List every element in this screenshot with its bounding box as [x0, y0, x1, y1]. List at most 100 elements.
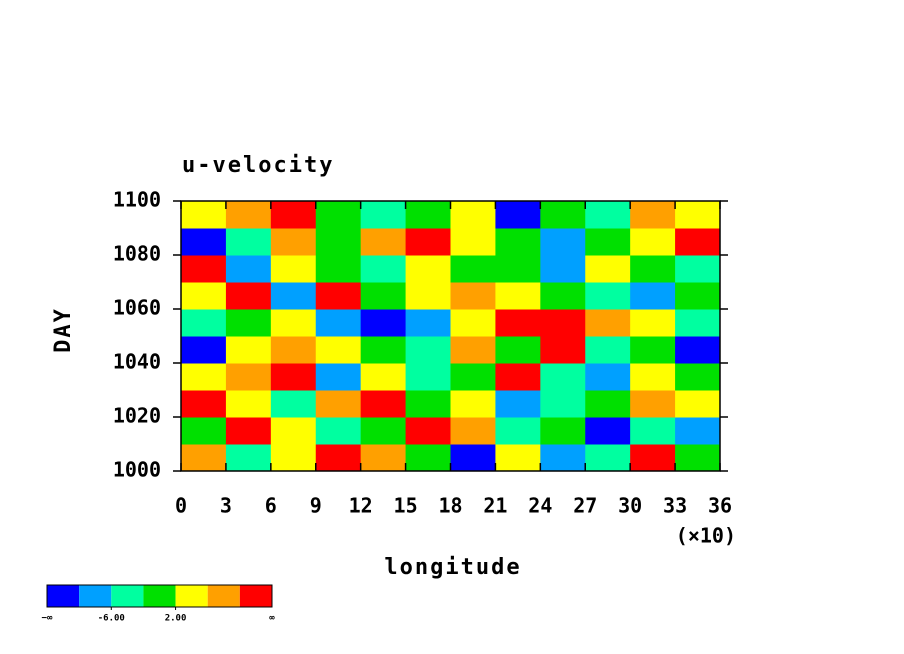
cell	[450, 336, 496, 364]
cell	[181, 228, 227, 256]
colorbar-box	[175, 585, 208, 607]
x-axis-label: longitude	[384, 555, 521, 580]
cell	[495, 336, 541, 364]
x-tick-label: 3	[220, 494, 232, 518]
cell	[181, 255, 227, 283]
x-tick-label: 6	[265, 494, 277, 518]
cell	[675, 444, 721, 472]
cell	[225, 417, 272, 445]
cell	[225, 201, 272, 229]
cell	[225, 282, 272, 310]
cell	[360, 390, 407, 418]
cell	[315, 228, 362, 256]
y-tick-label: 1100	[113, 188, 161, 212]
cell	[360, 444, 407, 472]
cell	[675, 363, 721, 391]
colorbar-label: 2.00	[165, 614, 187, 624]
cell	[675, 201, 721, 229]
cell	[360, 363, 407, 391]
cell	[585, 444, 631, 472]
cell	[450, 417, 496, 445]
cell	[315, 201, 362, 229]
cell	[225, 444, 272, 472]
cell	[495, 228, 541, 256]
cell	[360, 255, 407, 283]
colorbar-frame	[46, 584, 273, 608]
cell	[181, 417, 227, 445]
colorbar-label: −∞	[42, 614, 53, 624]
cell	[405, 228, 451, 256]
colorbar-label: -6.00	[98, 614, 125, 624]
cell	[405, 417, 451, 445]
cell	[181, 363, 227, 391]
cell	[225, 228, 272, 256]
cell	[315, 390, 362, 418]
cell	[315, 444, 362, 472]
colorbar-box	[79, 585, 112, 607]
x-tick-label: 12	[349, 494, 373, 518]
cell	[675, 255, 721, 283]
y-tick-label: 1040	[113, 350, 161, 374]
cell	[270, 228, 317, 256]
cell	[360, 282, 407, 310]
x-tick-label: 30	[618, 494, 642, 518]
x-tick-label: 18	[438, 494, 462, 518]
cell	[405, 201, 451, 229]
cell	[360, 201, 407, 229]
y-tick-label: 1060	[113, 296, 161, 320]
cell	[540, 309, 586, 337]
colorbar-box	[47, 585, 80, 607]
cell	[540, 363, 586, 391]
cell	[225, 255, 272, 283]
y-tick-label: 1080	[113, 242, 161, 266]
cell	[225, 336, 272, 364]
cell	[675, 228, 721, 256]
cell	[450, 444, 496, 472]
cell	[585, 201, 631, 229]
colorbar-box	[207, 585, 240, 607]
cell	[540, 417, 586, 445]
cell	[585, 255, 631, 283]
cell	[181, 282, 227, 310]
cell	[630, 201, 676, 229]
cell	[675, 309, 721, 337]
cell	[630, 255, 676, 283]
cell	[585, 363, 631, 391]
cell	[315, 255, 362, 283]
cell	[675, 417, 721, 445]
cell	[630, 417, 676, 445]
cell	[630, 444, 676, 472]
cell	[181, 201, 227, 229]
cell	[315, 363, 362, 391]
y-tick-label: 1000	[113, 458, 161, 482]
cell	[181, 444, 227, 472]
cell	[270, 309, 317, 337]
cell	[495, 309, 541, 337]
cell	[270, 417, 317, 445]
cell	[225, 363, 272, 391]
cell	[450, 228, 496, 256]
cell	[315, 417, 362, 445]
cell	[585, 282, 631, 310]
y-tick-label: 1020	[113, 404, 161, 428]
cell	[540, 228, 586, 256]
x-tick-label: 0	[175, 494, 187, 518]
cell	[630, 390, 676, 418]
cell	[540, 282, 586, 310]
cell	[450, 201, 496, 229]
x-tick-label: 21	[483, 494, 507, 518]
cell	[495, 390, 541, 418]
cell	[495, 444, 541, 472]
cell	[495, 282, 541, 310]
cell	[540, 255, 586, 283]
cell	[315, 282, 362, 310]
cell	[405, 255, 451, 283]
colorbar-label: ∞	[269, 614, 275, 624]
cell	[270, 336, 317, 364]
cell	[270, 444, 317, 472]
cell	[405, 336, 451, 364]
cell	[585, 309, 631, 337]
chart-title: u-velocity	[182, 153, 334, 178]
cell	[270, 363, 317, 391]
cell	[270, 390, 317, 418]
